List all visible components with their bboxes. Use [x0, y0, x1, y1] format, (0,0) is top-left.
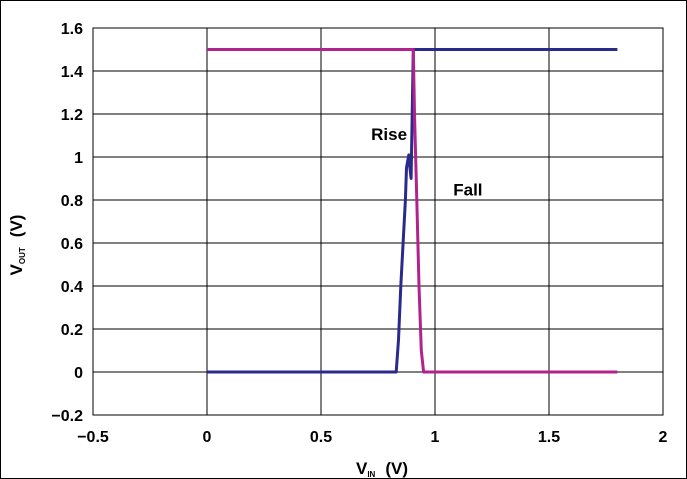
y-tick-label: 1.2 [61, 107, 83, 124]
x-tick-label: 0 [203, 429, 212, 446]
x-axis-label-main: V [356, 459, 368, 478]
y-tick-label: 1.6 [61, 21, 83, 38]
series-line-fall [207, 48, 618, 374]
annotation-rise: Rise [371, 125, 407, 144]
y-tick-label: −0.2 [51, 408, 83, 425]
grid [92, 27, 664, 416]
y-axis-label-main: V [7, 263, 26, 275]
y-tick-label: 0.6 [61, 236, 83, 253]
x-tick-label: 1 [431, 429, 440, 446]
y-tick-label: 0 [74, 365, 83, 382]
y-tick-label: 0.2 [61, 322, 83, 339]
x-axis-label-sub: IN [367, 470, 375, 479]
y-axis-label: VOUT (V) [7, 215, 27, 276]
annotations: Rise Fall [371, 125, 482, 200]
series-line-rise [207, 48, 618, 374]
x-tick-label: 2 [659, 429, 668, 446]
y-tick-label: 1.4 [61, 64, 83, 81]
y-axis-label-unit: (V) [7, 215, 26, 238]
x-tick-labels: −0.5 0 0.5 1 1.5 2 [77, 429, 667, 446]
plot-area [92, 27, 664, 416]
x-axis-label-unit: (V) [385, 459, 408, 478]
x-tick-label: 0.5 [310, 429, 332, 446]
series-layer [207, 48, 618, 374]
annotation-fall: Fall [453, 181, 482, 200]
y-tick-label: 1 [74, 150, 83, 167]
y-tick-label: 0.4 [61, 279, 83, 296]
y-axis-label-sub: OUT [18, 247, 27, 264]
x-tick-label: −0.5 [77, 429, 109, 446]
y-tick-label: 0.8 [61, 193, 83, 210]
x-axis-label: VIN (V) [356, 459, 408, 479]
x-tick-label: 1.5 [538, 429, 560, 446]
y-tick-labels: −0.2 0 0.2 0.4 0.6 0.8 1 1.2 1.4 1.6 [51, 21, 83, 425]
